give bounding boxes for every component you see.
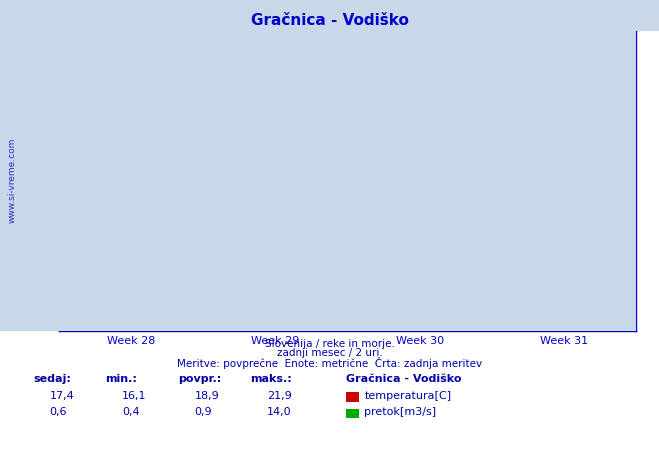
Text: povpr.:: povpr.: [178, 373, 221, 383]
Bar [280, 185, 312, 205]
Polygon shape [280, 165, 296, 185]
Text: min.:: min.: [105, 373, 137, 383]
Text: www.si-vreme.com: www.si-vreme.com [7, 138, 16, 223]
Text: Gračnica - Vodiško: Gračnica - Vodiško [250, 13, 409, 28]
Text: temperatura[C]: temperatura[C] [364, 390, 451, 400]
Text: 21,9: 21,9 [267, 390, 292, 400]
Text: 16,1: 16,1 [122, 390, 146, 400]
Text: pretok[m3/s]: pretok[m3/s] [364, 406, 436, 416]
Text: 14,0: 14,0 [267, 406, 291, 416]
Text: zadnji mesec / 2 uri.: zadnji mesec / 2 uri. [277, 348, 382, 358]
Text: 0,6: 0,6 [49, 406, 67, 416]
Text: 18,9: 18,9 [194, 390, 219, 400]
Text: Meritve: povprečne  Enote: metrične  Črta: zadnja meritev: Meritve: povprečne Enote: metrične Črta:… [177, 357, 482, 368]
Text: sedaj:: sedaj: [33, 373, 71, 383]
Text: maks.:: maks.: [250, 373, 292, 383]
Bar [296, 165, 312, 185]
Text: www.si-vreme.com: www.si-vreme.com [221, 206, 474, 230]
Text: 17,4: 17,4 [49, 390, 74, 400]
Text: 0,9: 0,9 [194, 406, 212, 416]
Text: Gračnica - Vodiško: Gračnica - Vodiško [346, 373, 461, 383]
Polygon shape [296, 165, 312, 185]
Text: Slovenija / reke in morje.: Slovenija / reke in morje. [264, 338, 395, 348]
Bar [280, 165, 296, 185]
Text: 0,4: 0,4 [122, 406, 140, 416]
